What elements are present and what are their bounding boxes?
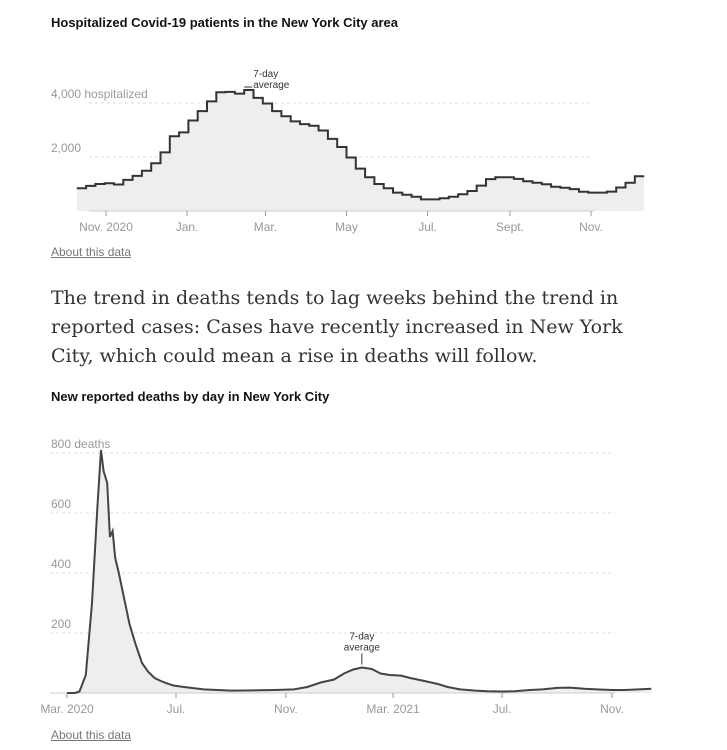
- about-this-data-link-1[interactable]: About this data: [51, 245, 132, 259]
- y-tick-label: 2,000: [51, 141, 81, 155]
- x-tick-label: Nov. 2020: [79, 220, 133, 234]
- y-tick-label: 600: [51, 497, 71, 511]
- x-tick-label: Sept.: [496, 220, 524, 234]
- x-tick-label: Jul.: [493, 702, 512, 716]
- chart2-title: New reported deaths by day in New York C…: [51, 389, 330, 404]
- x-tick-label: Jan.: [176, 220, 199, 234]
- series-line: [76, 89, 645, 201]
- y-tick-label: 800 deaths: [51, 437, 110, 451]
- y-tick-label: 400: [51, 557, 71, 571]
- x-tick-label: May: [335, 220, 358, 234]
- x-tick-label: Jul.: [167, 702, 186, 716]
- area-fill: [76, 90, 645, 211]
- about-this-data-link-2[interactable]: About this data: [51, 728, 132, 742]
- area-fill: [67, 450, 652, 693]
- x-tick-label: Mar. 2021: [366, 702, 420, 716]
- hospitalized-chart: 2,000 4,000 hospitalized Nov. 2020 Jan. Mar.…: [51, 69, 645, 234]
- chart1-title: Hospitalized Covid-19 patients in the Ne…: [51, 15, 398, 30]
- x-tick-label: Nov.: [600, 702, 624, 716]
- x-tick-label: Mar.: [254, 220, 277, 234]
- x-tick-label: Jul.: [418, 220, 437, 234]
- annotation-text: 7-day: [253, 69, 278, 80]
- annotation-text: average: [344, 643, 381, 654]
- y-tick-label: 4,000 hospitalized: [51, 87, 148, 101]
- x-tick-label: Nov.: [274, 702, 298, 716]
- annotation-text: 7-day: [349, 632, 374, 643]
- annotation-text: average: [253, 80, 290, 91]
- series-line: [67, 449, 652, 694]
- x-tick-label: Nov.: [579, 220, 603, 234]
- y-tick-label: 200: [51, 617, 71, 631]
- body-paragraph: The trend in deaths tends to lag weeks b…: [51, 287, 623, 367]
- x-tick-label: Mar. 2020: [40, 702, 94, 716]
